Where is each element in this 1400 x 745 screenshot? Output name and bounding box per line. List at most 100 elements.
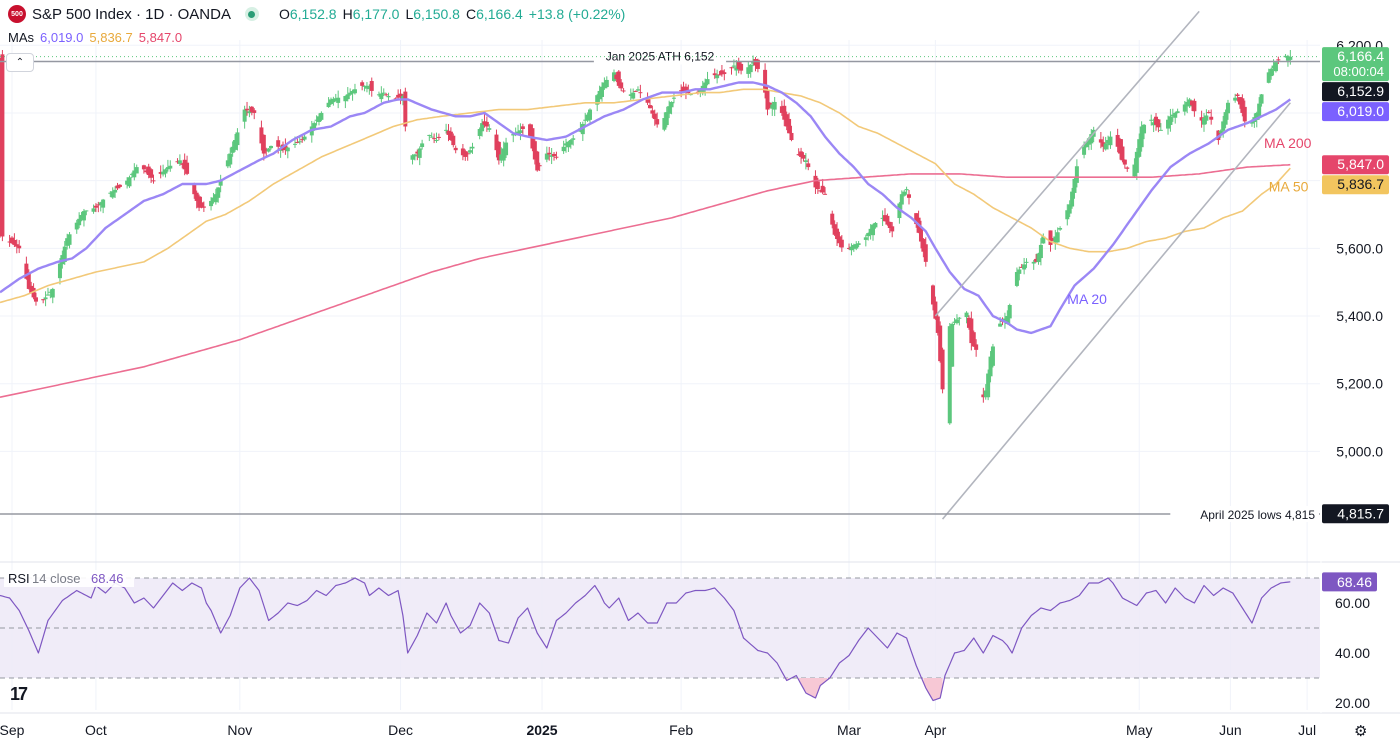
candle-body[interactable] bbox=[429, 136, 434, 138]
candle-body[interactable] bbox=[964, 312, 969, 318]
candle-body[interactable] bbox=[765, 89, 770, 110]
candle-body[interactable] bbox=[818, 190, 823, 192]
candle-body[interactable] bbox=[856, 243, 861, 245]
ma200-line[interactable] bbox=[0, 163, 1291, 398]
candle-body[interactable] bbox=[117, 184, 122, 187]
candle-body[interactable] bbox=[947, 326, 952, 424]
candle-body[interactable] bbox=[134, 167, 139, 174]
candle-body[interactable] bbox=[1139, 126, 1144, 148]
candle-body[interactable] bbox=[736, 61, 741, 69]
candle-body[interactable] bbox=[940, 349, 945, 390]
candle-body[interactable] bbox=[1005, 316, 1010, 324]
candle-body[interactable] bbox=[969, 318, 974, 344]
candle-body[interactable] bbox=[364, 85, 369, 89]
candle-body[interactable] bbox=[635, 89, 640, 91]
candle-body[interactable] bbox=[101, 199, 106, 208]
candle-body[interactable] bbox=[67, 234, 72, 245]
candle-body[interactable] bbox=[398, 93, 403, 97]
candle-body[interactable] bbox=[1055, 232, 1060, 243]
candle-body[interactable] bbox=[1070, 191, 1075, 207]
candle-body[interactable] bbox=[410, 155, 415, 160]
candle-body[interactable] bbox=[918, 227, 923, 242]
candle-body[interactable] bbox=[806, 163, 811, 168]
candle-body[interactable] bbox=[537, 165, 542, 167]
candle-body[interactable] bbox=[225, 160, 230, 167]
candle-body[interactable] bbox=[465, 153, 470, 155]
candle-body[interactable] bbox=[79, 214, 84, 220]
candle-body[interactable] bbox=[149, 169, 154, 178]
candle-body[interactable] bbox=[662, 118, 667, 130]
candle-body[interactable] bbox=[367, 85, 372, 90]
candle-body[interactable] bbox=[1240, 98, 1245, 113]
candle-body[interactable] bbox=[957, 317, 962, 319]
candle-body[interactable] bbox=[1190, 100, 1195, 106]
candle-body[interactable] bbox=[1072, 178, 1077, 193]
candle-body[interactable] bbox=[933, 301, 938, 319]
candle-body[interactable] bbox=[981, 394, 986, 398]
candle-body[interactable] bbox=[175, 161, 180, 163]
candle-body[interactable] bbox=[729, 67, 734, 69]
candle-body[interactable] bbox=[62, 246, 67, 262]
candle-body[interactable] bbox=[1233, 97, 1238, 101]
candle-body[interactable] bbox=[849, 246, 854, 251]
candle-body[interactable] bbox=[669, 101, 674, 108]
candle-body[interactable] bbox=[1041, 236, 1046, 244]
candle-body[interactable] bbox=[599, 86, 604, 97]
candle-body[interactable] bbox=[1108, 136, 1113, 146]
candle-body[interactable] bbox=[300, 139, 305, 141]
candle-body[interactable] bbox=[597, 90, 602, 100]
candle-body[interactable] bbox=[719, 70, 724, 75]
candle-body[interactable] bbox=[45, 294, 50, 296]
candle-body[interactable] bbox=[328, 99, 333, 104]
candle-body[interactable] bbox=[26, 273, 31, 289]
candle-body[interactable] bbox=[352, 89, 357, 94]
candle-body[interactable] bbox=[125, 180, 130, 185]
candle-body[interactable] bbox=[602, 82, 607, 89]
candle-body[interactable] bbox=[233, 140, 238, 150]
candle-body[interactable] bbox=[880, 217, 885, 219]
candle-body[interactable] bbox=[1038, 244, 1043, 259]
candle-body[interactable] bbox=[1014, 272, 1019, 286]
candle-body[interactable] bbox=[50, 288, 55, 298]
candle-body[interactable] bbox=[638, 92, 643, 94]
candle-body[interactable] bbox=[746, 67, 751, 74]
candle-body[interactable] bbox=[1134, 151, 1139, 173]
candle-body[interactable] bbox=[679, 90, 684, 92]
candle-body[interactable] bbox=[343, 96, 348, 102]
candle-body[interactable] bbox=[132, 170, 137, 178]
candle-body[interactable] bbox=[362, 85, 367, 87]
candle-body[interactable] bbox=[96, 204, 101, 206]
candle-body[interactable] bbox=[110, 191, 115, 198]
candle-body[interactable] bbox=[77, 218, 82, 226]
candle-body[interactable] bbox=[1125, 167, 1130, 169]
candle-body[interactable] bbox=[1151, 122, 1156, 126]
candle-body[interactable] bbox=[1283, 55, 1288, 58]
candle-body[interactable] bbox=[628, 94, 633, 96]
candle-body[interactable] bbox=[213, 194, 218, 203]
candle-body[interactable] bbox=[48, 291, 53, 293]
candle-body[interactable] bbox=[715, 74, 720, 79]
candle-body[interactable] bbox=[331, 98, 336, 103]
candle-body[interactable] bbox=[1120, 146, 1125, 161]
candle-body[interactable] bbox=[1065, 210, 1070, 220]
candle-body[interactable] bbox=[755, 59, 760, 69]
candle-body[interactable] bbox=[1259, 94, 1264, 104]
candle-body[interactable] bbox=[751, 62, 756, 64]
candle-body[interactable] bbox=[415, 151, 420, 154]
candle-body[interactable] bbox=[1182, 104, 1187, 112]
candle-body[interactable] bbox=[1154, 116, 1159, 125]
candle-body[interactable] bbox=[264, 148, 269, 152]
candle-body[interactable] bbox=[528, 124, 533, 138]
candle-body[interactable] bbox=[285, 147, 290, 152]
candle-body[interactable] bbox=[369, 81, 374, 91]
candle-body[interactable] bbox=[1084, 142, 1089, 148]
candle-body[interactable] bbox=[1132, 164, 1137, 177]
candle-body[interactable] bbox=[1086, 138, 1091, 145]
gear-icon[interactable]: ⚙ bbox=[1354, 723, 1368, 740]
candle-body[interactable] bbox=[823, 193, 828, 195]
candle-body[interactable] bbox=[1249, 121, 1254, 124]
candle-body[interactable] bbox=[535, 151, 540, 171]
candle-body[interactable] bbox=[1221, 121, 1226, 131]
candle-body[interactable] bbox=[501, 148, 506, 161]
candle-body[interactable] bbox=[511, 134, 516, 136]
